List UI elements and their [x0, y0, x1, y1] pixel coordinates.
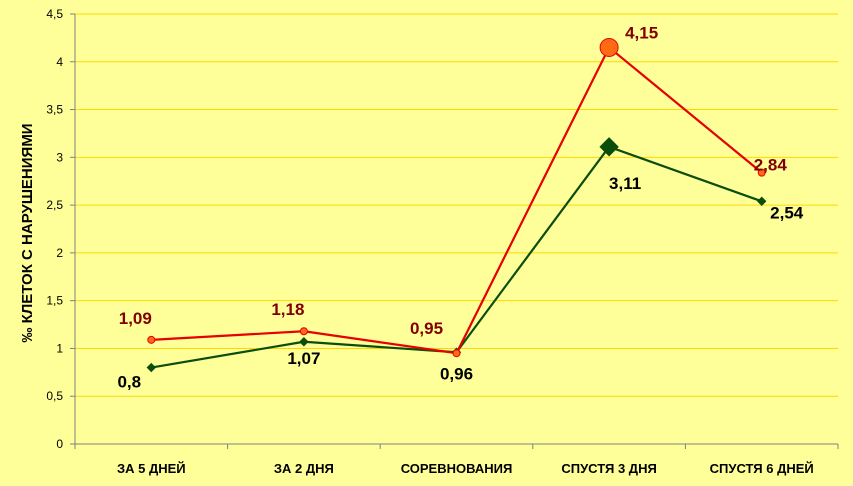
y-tick-label: 3,5 [46, 103, 63, 117]
x-category-label: ЗА 2 ДНЯ [274, 461, 334, 476]
axes [70, 13, 839, 449]
series-lines [151, 46, 763, 369]
data-label-red: 1,09 [119, 309, 152, 328]
data-point-green [756, 196, 767, 206]
series-line-red [151, 46, 763, 355]
data-point-red [299, 327, 308, 336]
data-point-red [452, 349, 461, 358]
data-label-green: 1,07 [287, 349, 320, 368]
data-label-green: 0,96 [440, 364, 473, 383]
data-point-green [146, 362, 157, 373]
x-category-label: СОРЕВНОВАНИЯ [401, 461, 513, 476]
data-label-green: 2,54 [770, 203, 804, 222]
data-labels: 1,09 1,18 0,95 4,15 2,84 0,8 1,07 0,96 3,11 2,54 [117, 23, 803, 391]
data-label-green: 3,11 [609, 174, 641, 193]
y-tick-label: 4,5 [46, 7, 63, 21]
data-label-red: 2,84 [754, 156, 788, 175]
y-tick-label: 2 [56, 246, 63, 260]
data-point-red [147, 335, 156, 344]
data-label-red: 4,15 [625, 23, 658, 42]
y-tick-label: 1 [56, 341, 63, 355]
data-label-red: 0,95 [410, 319, 443, 338]
series-markers [146, 37, 767, 373]
data-label-green: 0,8 [117, 373, 141, 392]
y-tick-label: 3 [56, 150, 63, 164]
y-tick-label: 0 [56, 437, 63, 451]
data-point-red [757, 168, 766, 177]
y-tick-label: 4 [56, 55, 63, 69]
y-tick-label: 0,5 [46, 389, 63, 403]
gridlines [75, 13, 838, 397]
x-category-labels: ЗА 5 ДНЕЙ ЗА 2 ДНЯ СОРЕВНОВАНИЯ СПУСТЯ 3 ДН… [117, 461, 814, 476]
y-tick-labels: 0 0,5 1 1,5 2 2,5 3 3,5 4 4,5 [46, 7, 63, 451]
data-label-red: 1,18 [271, 300, 304, 319]
x-category-label: СПУСТЯ 6 ДНЕЙ [710, 461, 814, 476]
data-point-red [599, 37, 619, 57]
data-point-green [599, 137, 619, 157]
x-category-label: ЗА 5 ДНЕЙ [117, 461, 186, 476]
y-axis-title: ‰ КЛЕТОК С НАРУШЕНИЯМИ [19, 123, 36, 342]
data-point-green [299, 337, 309, 347]
y-tick-label: 1,5 [46, 294, 63, 308]
y-tick-label: 2,5 [46, 198, 63, 212]
x-category-label: СПУСТЯ 3 ДНЯ [561, 461, 656, 476]
